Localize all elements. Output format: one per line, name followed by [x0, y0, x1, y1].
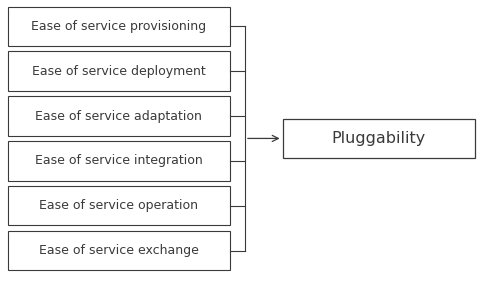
Bar — [8, 96, 230, 136]
Bar — [8, 7, 230, 46]
Text: Ease of service provisioning: Ease of service provisioning — [31, 20, 206, 33]
Text: Ease of service operation: Ease of service operation — [39, 199, 198, 212]
Bar — [8, 231, 230, 270]
Bar — [8, 186, 230, 225]
Text: Ease of service integration: Ease of service integration — [35, 154, 202, 167]
Text: Ease of service exchange: Ease of service exchange — [39, 244, 198, 257]
Text: Ease of service deployment: Ease of service deployment — [32, 65, 206, 78]
Bar — [8, 51, 230, 91]
Text: Ease of service adaptation: Ease of service adaptation — [36, 109, 202, 123]
Bar — [8, 141, 230, 181]
Bar — [282, 119, 475, 158]
Text: Pluggability: Pluggability — [332, 131, 426, 146]
